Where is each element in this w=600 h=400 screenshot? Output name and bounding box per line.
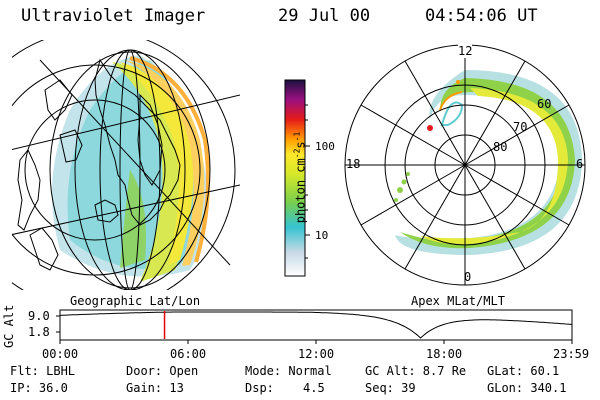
ip-info: IP: 36.0 (10, 381, 68, 395)
mlt-18-label: 18 (346, 157, 361, 171)
altitude-ylabel: GC Alt (2, 304, 16, 348)
dsp-label: Dsp: (245, 381, 274, 395)
mlat-80-label: 80 (493, 140, 508, 154)
glat-info: GLat: 60.1 (487, 364, 560, 378)
time-tick-0000: 00:00 (42, 347, 79, 361)
apex-caption: Apex MLat/MLT (411, 294, 505, 308)
auroral-band-yellow (120, 62, 194, 265)
auroral-band-outer (125, 60, 205, 266)
time-tick-1800: 18:00 (426, 347, 463, 361)
inner-coast (137, 93, 163, 186)
polar-plot (344, 44, 586, 286)
time-tick-2359: 23:59 (553, 347, 590, 361)
mode-info: Mode: Normal (245, 364, 332, 378)
filter-info: Flt: LBHL (10, 364, 76, 378)
mlt-0-label: 0 (464, 270, 472, 284)
scandinavia-coast (17, 149, 41, 231)
colorbar-tick-10: 10 (315, 229, 329, 242)
polar-hotspot-red (427, 125, 433, 131)
date-label: 29 Jul 00 (278, 6, 371, 26)
time-tick-0600: 06:00 (170, 347, 207, 361)
geographic-caption: Geographic Lat/Lon (70, 294, 201, 308)
instrument-title: Ultraviolet Imager (21, 6, 206, 26)
polar-hotspot-orange (439, 91, 463, 111)
colorbar-tick-100: 100 (315, 140, 335, 153)
seq-info: Seq: 39 (365, 381, 416, 395)
altitude-y-high: 9.0 (28, 309, 50, 323)
time-tick-1200: 12:00 (298, 347, 335, 361)
altitude-curve (59, 311, 573, 339)
mlat-70-label: 70 (513, 120, 528, 134)
polar-loop (440, 101, 464, 126)
altitude-plot (56, 309, 573, 344)
gain-info: Gain: 13 (126, 381, 184, 395)
britain-coast (29, 227, 59, 271)
north-coast (44, 79, 73, 121)
auroral-arc-orange (129, 56, 210, 263)
greenland-coast (94, 58, 181, 226)
iceland-coast (94, 199, 119, 223)
altitude-y-low: 1.8 (28, 325, 50, 339)
glon-info: GLon: 340.1 (487, 381, 567, 395)
coast-detail (59, 129, 83, 163)
mlt-6-label: 6 (576, 157, 584, 171)
colorbar-label: photon cm-2s-1 (292, 131, 308, 224)
dsp-value: 4.5 (303, 381, 325, 395)
time-label: 04:54:06 UT (425, 6, 538, 26)
geographic-map (12, 40, 240, 290)
mlat-60-label: 60 (537, 97, 552, 111)
door-info: Door: Open (126, 364, 199, 378)
gc-alt-info: GC Alt: 8.7 Re (365, 364, 467, 378)
colorbar (284, 79, 310, 277)
mlt-12-label: 12 (458, 44, 473, 58)
